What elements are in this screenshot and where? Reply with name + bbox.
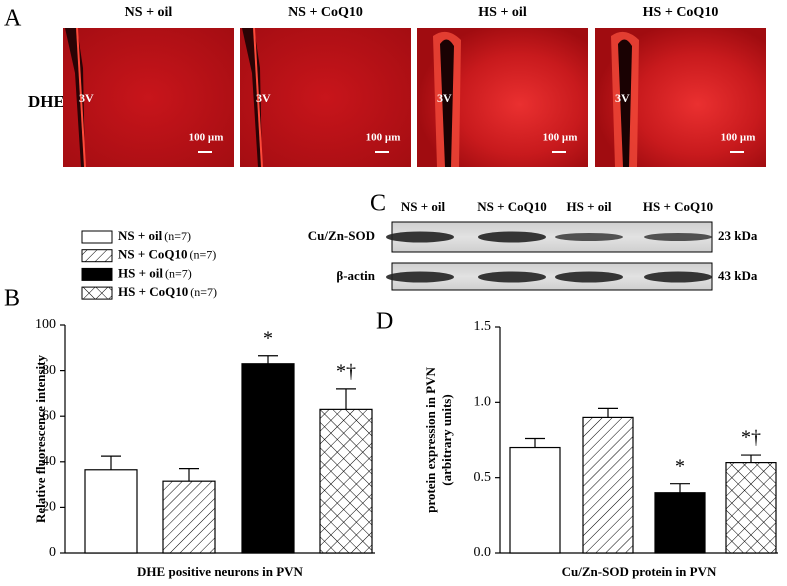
bar	[509, 446, 561, 554]
scale-label: 100 µm	[189, 132, 224, 144]
legend-swatch	[81, 286, 113, 300]
blot-row-label: β-actin	[336, 268, 375, 283]
legend-name: NS + oil	[118, 228, 163, 243]
legend-note: (n=7)	[190, 285, 217, 299]
y-tick-label: 100	[35, 317, 56, 332]
legend-swatch	[81, 230, 113, 244]
significance-label: *	[263, 327, 273, 349]
bar	[319, 408, 373, 554]
dhe-image	[63, 28, 234, 167]
column-label: HS + CoQ10	[643, 5, 719, 20]
y-tick-label: 0	[49, 545, 56, 560]
y-tick-label: 1.0	[474, 395, 492, 410]
scale-label: 100 µm	[366, 132, 401, 144]
bar	[241, 363, 295, 554]
bar	[162, 480, 216, 554]
legend-entry: HS + oil (n=7)	[118, 265, 192, 280]
blot-column-label: HS + CoQ10	[643, 199, 713, 214]
y-axis-label: protein expression in PVN	[423, 366, 438, 512]
legend-note: (n=7)	[164, 229, 191, 243]
legend-note: (n=7)	[190, 247, 217, 261]
blot-size-label: 23 kDa	[718, 228, 758, 243]
panels: A B C D DHE NS + oil 3V 100 µm NS + CoQ10 3V 100 µ…	[4, 5, 778, 579]
scale-label: 100 µm	[721, 132, 756, 144]
blot-band	[555, 233, 623, 241]
bar	[84, 469, 138, 554]
blot-band	[386, 271, 454, 283]
ventricle-label: 3V	[437, 91, 452, 105]
dhe-image	[240, 28, 411, 167]
legend-name: HS + oil	[118, 265, 163, 280]
y-tick-label: 40	[42, 454, 56, 469]
blot-band	[555, 271, 623, 283]
bar	[725, 462, 777, 554]
ventricle	[440, 39, 454, 167]
ventricle-edge	[76, 27, 86, 168]
y-tick-label: 20	[42, 500, 56, 515]
blot-band	[644, 271, 712, 283]
y-tick-label: 80	[42, 363, 56, 378]
panel-label: D	[376, 309, 393, 335]
blot-column-label: HS + oil	[567, 199, 612, 214]
legend-entry: HS + CoQ10 (n=7)	[118, 284, 217, 299]
y-tick-label: 0.5	[474, 470, 492, 485]
y-tick-label: 0.0	[474, 545, 492, 560]
blot-band	[386, 231, 454, 243]
x-axis-label: DHE positive neurons in PVN	[137, 564, 304, 579]
blot-band	[478, 271, 546, 283]
blot-column-label: NS + CoQ10	[477, 199, 547, 214]
legend-swatch	[81, 267, 113, 281]
legend-note: (n=7)	[165, 266, 192, 280]
significance-label: *†	[741, 427, 761, 449]
legend-entry: NS + oil (n=7)	[118, 228, 191, 243]
blot-size-label: 43 kDa	[718, 268, 758, 283]
panel-label: C	[370, 191, 386, 217]
row-label: DHE	[28, 92, 65, 111]
legend-name: NS + CoQ10	[118, 247, 188, 262]
blot-row-label: Cu/Zn-SOD	[308, 228, 375, 243]
legend-entry: NS + CoQ10 (n=7)	[118, 247, 216, 262]
column-label: NS + CoQ10	[288, 5, 363, 20]
blot-column-label: NS + oil	[401, 199, 446, 214]
column-label: NS + oil	[125, 5, 173, 20]
significance-label: *	[675, 455, 685, 477]
panel-label: B	[4, 286, 20, 312]
y-axis-label: Relative fluorescence intensity	[33, 355, 48, 523]
panel-label: A	[4, 6, 22, 32]
legend-swatch	[81, 249, 113, 263]
ventricle-edge	[253, 27, 263, 168]
y-axis-label: (arbitrary units)	[439, 394, 454, 485]
ventricle-label: 3V	[615, 91, 630, 105]
scale-label: 100 µm	[543, 132, 578, 144]
ventricle	[618, 39, 632, 167]
y-tick-label: 60	[42, 408, 56, 423]
legend-name: HS + CoQ10	[118, 284, 188, 299]
column-label: HS + oil	[478, 5, 527, 20]
bar	[654, 492, 706, 554]
ventricle-label: 3V	[79, 91, 94, 105]
bar	[582, 416, 634, 554]
ventricle-label: 3V	[256, 91, 271, 105]
blot-band	[478, 231, 546, 243]
blot-band	[644, 233, 712, 241]
x-axis-label: Cu/Zn-SOD protein in PVN	[562, 564, 717, 579]
y-tick-label: 1.5	[474, 319, 492, 334]
significance-label: *†	[336, 360, 356, 382]
